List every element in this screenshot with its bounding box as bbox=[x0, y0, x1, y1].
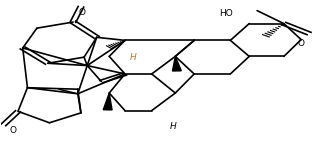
Polygon shape bbox=[173, 56, 181, 71]
Text: O: O bbox=[78, 8, 85, 17]
Text: H: H bbox=[130, 53, 137, 62]
Text: O: O bbox=[9, 126, 16, 135]
Text: O: O bbox=[298, 39, 305, 48]
Text: H: H bbox=[170, 122, 176, 131]
Polygon shape bbox=[103, 93, 112, 110]
Text: HO: HO bbox=[219, 9, 233, 18]
